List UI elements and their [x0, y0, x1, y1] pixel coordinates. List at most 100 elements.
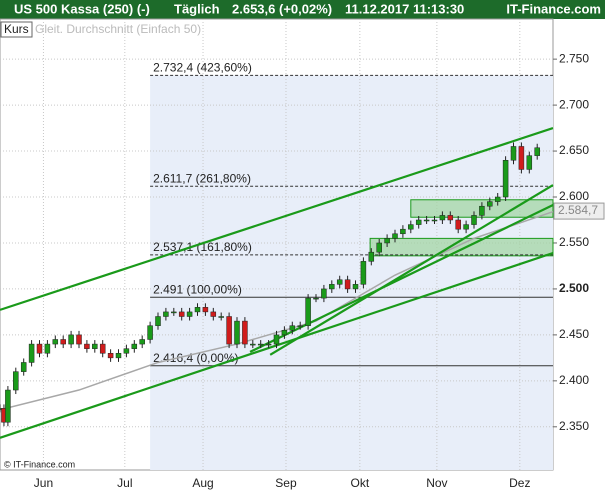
candle	[360, 261, 367, 285]
candle	[479, 205, 485, 216]
fib-area	[150, 75, 553, 470]
legend-box	[0, 21, 33, 38]
header-instrument: US 500 Kassa (250) (-)	[14, 1, 150, 16]
candle	[131, 343, 138, 349]
candle	[510, 146, 517, 161]
candle	[5, 389, 11, 423]
candle	[147, 325, 153, 340]
candle	[329, 284, 335, 290]
candle	[376, 242, 382, 253]
price-tag-label: 2.584,7	[558, 203, 598, 217]
candle	[139, 339, 145, 345]
candle	[487, 201, 493, 207]
candle	[52, 339, 59, 345]
candle	[400, 228, 406, 235]
candle	[115, 353, 122, 359]
candle	[155, 316, 161, 326]
trendline	[0, 127, 554, 311]
candle	[242, 320, 248, 345]
candle	[297, 325, 303, 327]
candle	[502, 159, 509, 198]
legend-entry: Gleit. Durchschnitt (Einfach 50)	[35, 22, 201, 36]
candle	[99, 343, 106, 354]
candle	[289, 325, 296, 331]
y-tick-label: 2.700	[559, 97, 589, 111]
y-tick-label: 2.350	[559, 419, 589, 433]
candle	[344, 279, 351, 290]
y-tick-label: 2.600	[559, 189, 589, 203]
candle	[313, 297, 319, 300]
candle	[226, 316, 232, 345]
candle	[178, 311, 185, 317]
header-bar	[0, 0, 605, 19]
candle	[281, 330, 288, 336]
candle	[336, 279, 343, 285]
fib-label: 2.732,4 (423,60%)	[153, 60, 252, 74]
footer: © IT-Finance.com	[4, 459, 75, 469]
x-tick-label: Jul	[117, 476, 132, 490]
x-tick-label: Aug	[192, 476, 213, 490]
candle	[20, 362, 27, 372]
candle	[415, 219, 422, 225]
candle	[171, 311, 177, 314]
candle	[163, 311, 169, 317]
candle	[68, 334, 74, 345]
x-tick-label: Jun	[34, 476, 53, 490]
candle	[36, 343, 43, 354]
candle	[455, 219, 461, 230]
candle	[92, 343, 98, 349]
candle	[408, 224, 414, 230]
candle	[186, 311, 193, 317]
candle	[352, 284, 359, 290]
candle	[60, 339, 66, 345]
candle	[463, 224, 469, 230]
candle	[273, 334, 280, 345]
y-tick-label: 2.400	[559, 373, 589, 387]
candle	[392, 233, 398, 239]
candle	[257, 343, 264, 346]
y-tick-label: 2.750	[559, 51, 589, 65]
candle	[13, 371, 19, 391]
candle	[439, 215, 446, 221]
fib-label: 2.416,4 (0,00%)	[153, 351, 238, 365]
candle	[123, 348, 130, 354]
fib-label: 2.491 (100,00%)	[153, 282, 242, 296]
fib-label: 2.537,1 (161,80%)	[153, 240, 252, 254]
candle	[218, 316, 224, 318]
candle	[384, 238, 390, 244]
x-tick-label: Sep	[275, 476, 297, 490]
y-tick-label: 2.450	[559, 327, 589, 341]
fib-label: 2.611,7 (261,80%)	[153, 171, 251, 185]
y-tick-label: 2.550	[559, 235, 589, 249]
x-tick-label: Dez	[509, 476, 530, 490]
candle	[431, 219, 438, 222]
candle	[194, 307, 201, 313]
x-tick-label: Okt	[351, 476, 370, 490]
candle	[28, 343, 35, 363]
candle	[321, 288, 327, 299]
trendline	[269, 184, 554, 356]
price-tag	[553, 202, 605, 220]
header-brand: IT-Finance.com	[506, 1, 601, 16]
candle	[518, 146, 525, 170]
candle	[234, 320, 240, 345]
candle	[368, 251, 375, 262]
candle	[471, 215, 477, 225]
candle	[423, 219, 430, 222]
legend-entry: Kurs	[4, 22, 29, 36]
header-time: 11.12.2017 11:13:30	[345, 1, 464, 16]
y-tick-label: 2.650	[559, 143, 589, 157]
candle	[526, 155, 533, 170]
candle	[76, 334, 82, 345]
candle	[447, 215, 454, 221]
candle	[250, 343, 256, 346]
candle	[202, 307, 209, 313]
x-tick-label: Nov	[426, 476, 447, 490]
header-period: Täglich	[174, 1, 220, 16]
candle	[305, 297, 311, 326]
candle	[265, 343, 272, 346]
zone	[369, 237, 554, 257]
candle	[210, 311, 217, 317]
candle	[44, 343, 51, 354]
